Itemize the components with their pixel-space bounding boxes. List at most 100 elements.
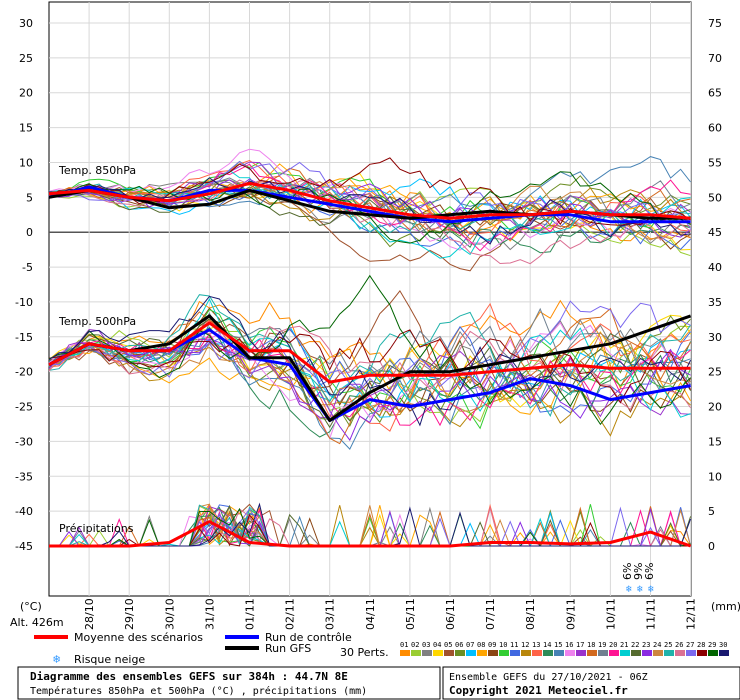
pert-legend-label: 12: [521, 641, 529, 649]
chart-title: Diagramme des ensembles GEFS sur 384h : …: [30, 670, 348, 683]
left-tick-label: -40: [15, 505, 33, 518]
right-tick-label: 10: [708, 470, 722, 483]
pert-line-500: [48, 299, 691, 399]
pert-legend-swatch: [433, 650, 443, 656]
pert-line-850: [48, 171, 691, 244]
right-tick-label: 75: [708, 17, 722, 30]
x-tick-label: 31/10: [203, 598, 216, 630]
pert-legend-label: 28: [697, 641, 705, 649]
right-tick-label: 5: [708, 505, 715, 518]
pert-line-850: [48, 177, 691, 245]
pert-legend-label: 01: [400, 641, 408, 649]
info-box: [442, 666, 740, 700]
series-500hPa-mean: [48, 321, 691, 384]
pert-legend-label: 17: [576, 641, 584, 649]
x-tick-label: 05/11: [404, 598, 417, 630]
pert-legend-label: 23: [642, 641, 650, 649]
label-precip: Précipitations: [59, 522, 134, 535]
legend-mean-label: Moyenne des scénarios: [74, 631, 203, 644]
chart-subtitle: Températures 850hPa et 500hPa (°C) , pré…: [30, 685, 367, 697]
pert-legend-swatch: [576, 650, 586, 656]
right-tick-label: 0: [708, 540, 715, 553]
x-tick-label: 10/11: [604, 598, 617, 630]
pert-legend-swatch: [521, 650, 531, 656]
left-tick-label: 20: [19, 87, 33, 100]
pert-legend-swatch: [642, 650, 652, 656]
x-tick-label: 07/11: [484, 598, 497, 630]
legend-snow-label: Risque neige: [74, 653, 145, 666]
left-tick-label: -15: [15, 331, 33, 344]
altitude-label: Alt. 426m: [10, 616, 64, 629]
pert-legend-label: 09: [488, 641, 496, 649]
x-tick-label: 08/11: [524, 598, 537, 630]
copyright: Copyright 2021 Meteociel.fr: [449, 684, 628, 697]
pert-legend-swatch: [488, 650, 498, 656]
pert-legend-label: 18: [587, 641, 595, 649]
legend-gfs-label: Run GFS: [265, 642, 311, 655]
x-tick-label: 11/11: [645, 598, 658, 630]
left-tick-label: 30: [19, 17, 33, 30]
pert-legend-swatch: [411, 650, 421, 656]
pert-line-500: [48, 321, 692, 440]
pert-legend-label: 10: [499, 641, 507, 649]
legend-perts-label: 30 Perts.: [340, 646, 389, 659]
pert-legend-label: 13: [532, 641, 540, 649]
right-tick-label: 20: [708, 401, 722, 414]
pert-legend-label: 15: [554, 641, 562, 649]
right-tick-label: 65: [708, 87, 722, 100]
x-tick-label: 09/11: [564, 598, 577, 630]
pert-legend-label: 20: [609, 641, 617, 649]
left-axis-ticks: 30 25 20 15 10 5 0 -5 -10 -15 -20 -25 -30 -35 -40 -45: [15, 17, 33, 553]
pert-legend-swatch: [444, 650, 454, 656]
right-tick-label: 40: [708, 261, 722, 274]
pert-line-500: [48, 300, 691, 400]
right-tick-label: 35: [708, 296, 722, 309]
pert-line-500: [48, 329, 692, 404]
run-info: Ensemble GEFS du 27/10/2021 - 06Z: [449, 672, 648, 683]
pert-legend-swatch: [532, 650, 542, 656]
x-tick-label: 04/11: [364, 598, 377, 630]
pert-line-500: [48, 308, 692, 430]
x-tick-label: 02/11: [284, 598, 297, 630]
left-tick-label: -45: [15, 540, 33, 553]
pert-legend-swatch: [587, 650, 597, 656]
snowflake-icon: ❄: [648, 584, 655, 595]
pert-legend-swatch: [664, 650, 674, 656]
x-tick-label: 03/11: [324, 598, 337, 630]
right-tick-label: 55: [708, 156, 722, 169]
right-tick-label: 45: [708, 226, 722, 239]
left-tick-label: -30: [15, 435, 33, 448]
right-tick-label: 15: [708, 435, 722, 448]
pert-legend-label: 27: [686, 641, 694, 649]
pert-line-500: [48, 295, 692, 427]
right-tick-label: 50: [708, 191, 722, 204]
pert-line-850: [48, 148, 691, 252]
pert-legend-label: 07: [466, 641, 474, 649]
pert-legend-swatch: [565, 650, 575, 656]
pert-line-500: [48, 274, 691, 426]
pert-legend-swatch: [609, 650, 619, 656]
pert-legend-label: 25: [664, 641, 672, 649]
legend-control-label: Run de contrôle: [265, 631, 352, 644]
pert-legend-swatch: [400, 650, 410, 656]
pert-legend-label: 05: [444, 641, 452, 649]
pert-legend-swatch: [653, 650, 663, 656]
left-tick-label: 10: [19, 156, 33, 169]
pert-legend-swatch: [620, 650, 630, 656]
pert-legend-label: 16: [565, 641, 573, 649]
right-tick-label: 60: [708, 122, 722, 135]
pert-legend-label: 08: [477, 641, 485, 649]
pert-legend-swatch: [708, 650, 718, 656]
pert-legend-swatch: [510, 650, 520, 656]
left-tick-label: 5: [26, 191, 33, 204]
snowflake-icon: ❄: [637, 584, 644, 595]
label-t500: Temp. 500hPa: [58, 315, 136, 328]
x-tick-label: 30/10: [163, 598, 176, 630]
series-500hPa-gfs: [48, 314, 692, 422]
right-tick-label: 70: [708, 52, 722, 65]
perts-legend: 01 02 03 04 05 06 07 08 09 10 11 12 13 14 15 16 17 18 19 20…: [400, 641, 729, 656]
x-tick-label: 12/11: [685, 598, 698, 630]
series-precip-mean: [49, 520, 692, 548]
